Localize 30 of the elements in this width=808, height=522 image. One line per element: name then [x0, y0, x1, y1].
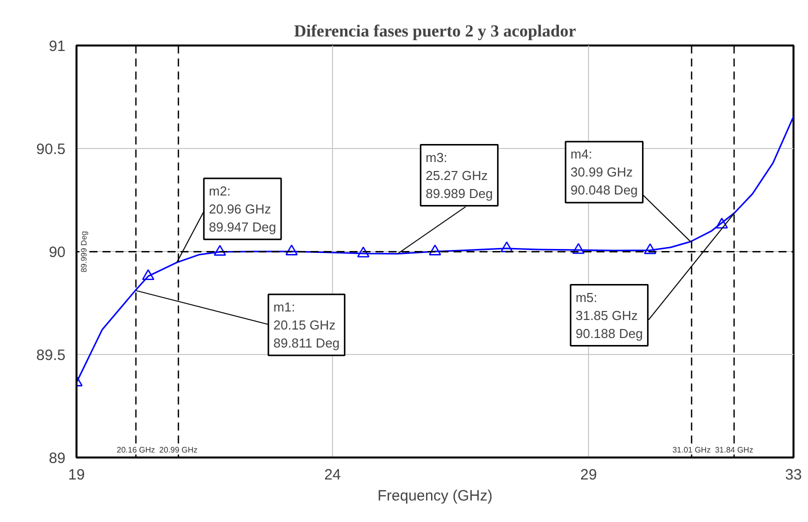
x-tick-label: 19	[68, 466, 85, 484]
point	[644, 243, 656, 254]
x-tick-label: 24	[324, 466, 341, 484]
ref-line-label: 89.999 Deg	[80, 231, 88, 272]
point	[142, 269, 154, 280]
y-tick-label: 89.5	[36, 347, 66, 364]
chart-title: Diferencia fases puerto 2 y 3 acoplador	[294, 22, 576, 40]
point	[428, 244, 442, 256]
ref-line-label: 31.84 GHz	[714, 446, 754, 454]
x-axis-title: Frequency (GHz)	[377, 488, 493, 504]
ref-line-label: 20.99 GHz	[159, 446, 198, 454]
point	[214, 244, 226, 256]
x-tick-label: 33	[785, 466, 802, 484]
y-tick-label: 90	[48, 244, 66, 261]
y-tick-label: 89	[48, 450, 66, 467]
ref-line-label: 20.16 GHz	[116, 446, 156, 454]
ref-line-label: 31.01 GHz	[672, 446, 711, 454]
annotation: m1: 20.15 GHz 89.811 Deg	[273, 299, 340, 350]
annotation: m3: 25.27 GHz 89.989 Deg	[426, 150, 493, 201]
annotation: m5: 31.85 GHz 90.188 Deg	[576, 290, 643, 341]
point	[357, 246, 370, 258]
annotation: m2: 20.96 GHz 89.947 Deg	[208, 183, 276, 234]
y-tick-label: 91	[48, 38, 66, 55]
y-tick-label: 90.5	[36, 141, 66, 158]
annotation: m4: 30.99 GHz 90.048 Deg	[570, 146, 638, 198]
point	[285, 244, 298, 256]
x-tick-label: 29	[580, 466, 597, 484]
point	[572, 243, 585, 254]
point	[500, 241, 513, 252]
point	[716, 218, 728, 229]
